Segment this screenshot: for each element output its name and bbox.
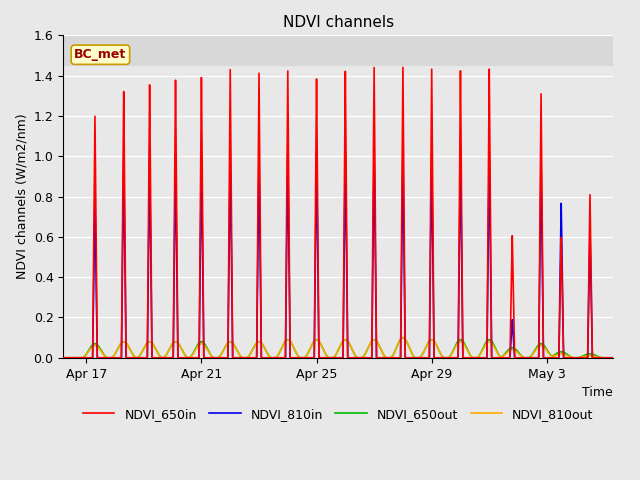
Y-axis label: NDVI channels (W/m2/nm): NDVI channels (W/m2/nm): [15, 114, 28, 279]
Text: BC_met: BC_met: [74, 48, 127, 61]
Title: NDVI channels: NDVI channels: [283, 15, 394, 30]
X-axis label: Time: Time: [582, 386, 613, 399]
Bar: [63, 36, 613, 66]
Legend: NDVI_650in, NDVI_810in, NDVI_650out, NDVI_810out: NDVI_650in, NDVI_810in, NDVI_650out, NDV…: [78, 403, 598, 426]
